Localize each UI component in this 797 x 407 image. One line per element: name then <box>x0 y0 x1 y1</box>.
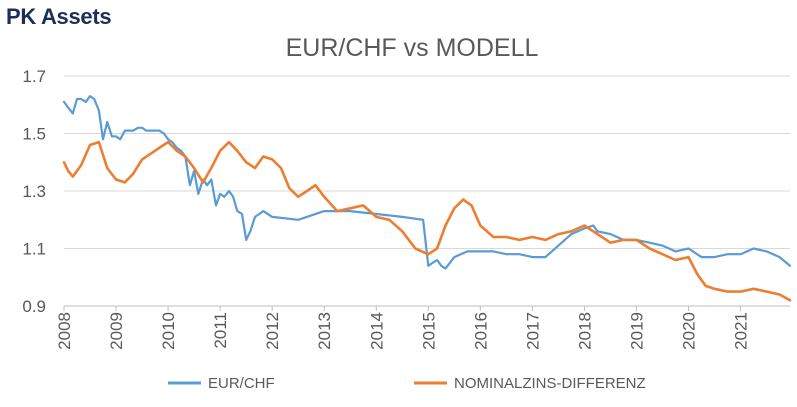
x-tick-label: 2008 <box>55 312 74 350</box>
x-tick-label: 2016 <box>471 312 490 350</box>
y-tick-label: 1.7 <box>22 67 46 86</box>
legend-label: NOMINALZINS-DIFFERENZ <box>454 375 646 392</box>
legend: EUR/CHF NOMINALZINS-DIFFERENZ <box>168 375 646 392</box>
x-tick-label: 2015 <box>419 312 438 350</box>
series-layer <box>62 94 792 302</box>
y-axis-ticks: 1.7 1.5 1.3 1.1 0.9 <box>22 67 46 316</box>
x-tick-label: 2012 <box>263 312 282 350</box>
chart-title: EUR/CHF vs MODELL <box>286 34 539 62</box>
y-tick-label: 1.3 <box>22 182 46 201</box>
x-tick-label: 2011 <box>211 312 230 349</box>
x-tick-label: 2021 <box>732 312 751 350</box>
series-line-nominalzins-differenz <box>62 140 792 302</box>
x-tick-label: 2019 <box>627 312 646 350</box>
x-tick-label: 2014 <box>367 312 386 350</box>
x-tick-label: 2009 <box>107 312 126 350</box>
series-line-eurchf <box>62 94 792 270</box>
legend-label: EUR/CHF <box>208 375 275 392</box>
x-tick-label: 2013 <box>315 312 334 350</box>
gridlines <box>64 75 790 249</box>
x-tick-label: 2020 <box>680 312 699 350</box>
y-tick-label: 0.9 <box>22 297 46 316</box>
y-tick-label: 1.1 <box>22 240 46 259</box>
x-tick-label: 2017 <box>523 312 542 350</box>
logo: PK Assets <box>6 4 112 29</box>
y-tick-label: 1.5 <box>22 125 46 144</box>
x-axis-ticks: 2008 2009 2010 2011 2012 2013 2014 2015 2016 2017… <box>55 306 751 350</box>
x-tick-label: 2010 <box>159 312 178 350</box>
x-tick-label: 2018 <box>575 312 594 350</box>
